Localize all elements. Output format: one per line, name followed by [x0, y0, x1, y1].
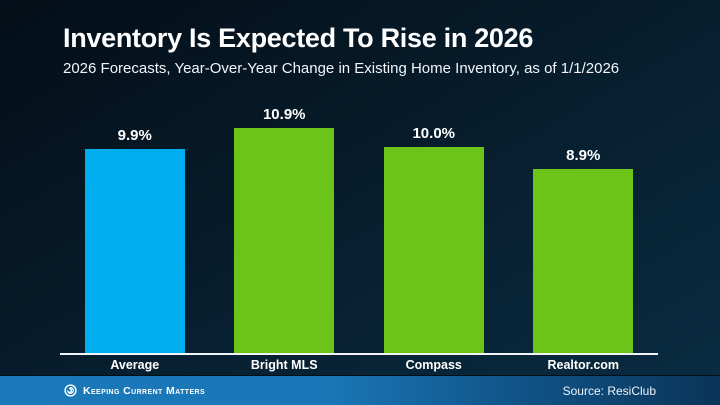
x-axis-labels: Average Bright MLS Compass Realtor.com [60, 358, 658, 372]
page-subtitle: 2026 Forecasts, Year-Over-Year Change in… [63, 60, 620, 77]
source-label: Source: ResiClub [562, 383, 656, 398]
bar-column-realtor-com: 8.9% [509, 147, 659, 353]
bar-compass [383, 147, 484, 353]
footer-bar: Keeping Current Matters Source: ResiClub [0, 375, 720, 405]
bar-column-average: 9.9% [60, 127, 210, 353]
bar-value-label: 10.9% [262, 106, 306, 123]
bar-value-label: 10.0% [412, 125, 456, 142]
bar-chart: 9.9% 10.9% 10.0% 8.9% [60, 100, 658, 355]
x-axis-label: Average [110, 358, 160, 372]
bar-column-compass: 10.0% [359, 125, 509, 353]
bar-value-label: 8.9% [566, 147, 601, 164]
kcm-logo-icon [64, 384, 77, 397]
brand-name: Keeping Current Matters [83, 384, 206, 397]
header: Inventory Is Expected To Rise in 2026 20… [63, 22, 619, 77]
bar-value-label: 9.9% [117, 127, 152, 144]
x-axis-label: Bright MLS [250, 358, 318, 372]
bar-column-bright-mls: 10.9% [210, 106, 360, 353]
bar-average [84, 149, 185, 353]
bar-realtor-com [533, 169, 634, 353]
bar-bright-mls [234, 128, 335, 353]
x-axis-label: Compass [405, 358, 462, 372]
page-title: Inventory Is Expected To Rise in 2026 [63, 23, 534, 53]
x-axis-label: Realtor.com [547, 358, 620, 372]
brand: Keeping Current Matters [64, 384, 205, 397]
